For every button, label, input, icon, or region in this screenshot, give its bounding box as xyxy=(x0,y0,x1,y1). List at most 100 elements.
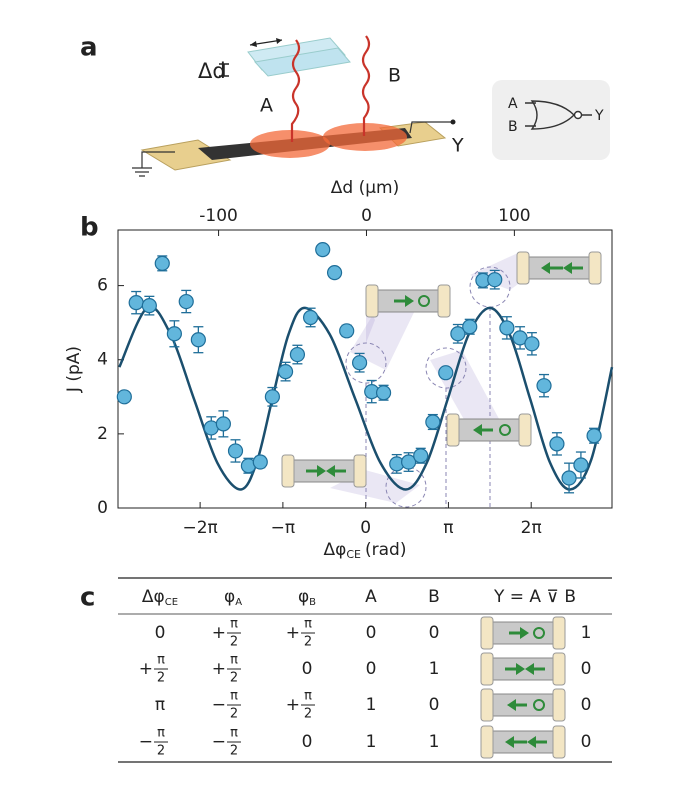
fraction-den: 2 xyxy=(304,635,312,650)
data-point xyxy=(227,443,244,459)
table-cell: 0 xyxy=(366,623,377,643)
fraction-sign: − xyxy=(212,695,226,715)
table-cell: π xyxy=(155,695,165,715)
device-icon xyxy=(446,413,532,447)
arrow-head xyxy=(317,465,326,477)
fraction-den: 2 xyxy=(230,635,238,650)
fraction-num: π xyxy=(230,689,238,704)
x2-tick-label: 0 xyxy=(361,206,372,226)
x-tick-label: π xyxy=(443,518,453,538)
wire xyxy=(409,121,452,134)
arrow-head xyxy=(507,699,516,711)
device-cap xyxy=(281,454,295,488)
gate-label: B xyxy=(508,119,518,135)
fraction-sign: + xyxy=(212,659,226,679)
data-point xyxy=(302,309,319,326)
fraction-sign: + xyxy=(286,695,300,715)
header-main: Δφ xyxy=(142,587,165,607)
fraction-num: π xyxy=(304,689,312,704)
x-tick-label: −π xyxy=(271,518,295,538)
device-cap xyxy=(480,616,494,650)
data-point xyxy=(524,336,540,352)
device-diagram xyxy=(132,35,610,177)
arrow-head xyxy=(527,736,536,748)
fraction-den: 2 xyxy=(230,671,238,686)
table-cell: 0 xyxy=(302,732,313,752)
x-tick-label: 2π xyxy=(521,518,542,538)
data-point xyxy=(166,326,182,342)
fraction-den: 2 xyxy=(230,707,238,722)
device-cap xyxy=(365,284,379,318)
panel-label: b xyxy=(80,213,99,243)
fraction-den: 2 xyxy=(157,671,165,686)
device-icon xyxy=(365,284,451,318)
x-axis-label: ΔφCE (rad) xyxy=(324,540,407,561)
arrow-head xyxy=(405,295,414,307)
beam xyxy=(290,39,301,142)
beam xyxy=(361,35,371,136)
y-axis-label: J (pA) xyxy=(64,346,84,393)
device-icon xyxy=(516,251,602,285)
table-cell: 0 xyxy=(581,659,592,679)
header-sub: B xyxy=(309,597,316,608)
data-point xyxy=(438,365,454,381)
column-header: Y = A ⊽ B xyxy=(493,587,576,607)
nor-bubble xyxy=(573,110,583,120)
fraction-num: π xyxy=(230,726,238,741)
data-point xyxy=(215,416,231,432)
header-main: φ xyxy=(224,587,235,607)
x-tick-label: −2π xyxy=(182,518,217,538)
fraction-num: π xyxy=(157,726,165,741)
data-point xyxy=(401,454,417,470)
header-sub: CE xyxy=(165,597,178,608)
label: B xyxy=(388,65,401,87)
data-point xyxy=(339,323,355,339)
device-icon xyxy=(281,454,367,488)
x2-axis-label: Δd (µm) xyxy=(331,178,399,198)
column-header: ΔφCE xyxy=(142,587,178,608)
column-header: B xyxy=(428,587,440,607)
column-header: A xyxy=(365,587,377,607)
header-sub: A xyxy=(235,597,242,608)
fraction-sign: + xyxy=(139,659,153,679)
laser-spot xyxy=(323,123,407,151)
device-cap xyxy=(480,688,494,722)
data-point xyxy=(549,436,565,452)
table-cell: 0 xyxy=(581,695,592,715)
device-icon xyxy=(480,652,566,686)
label: Y xyxy=(451,135,464,157)
table-cell: 0 xyxy=(581,732,592,752)
table-cell: 0 xyxy=(302,659,313,679)
fraction-den: 2 xyxy=(157,744,165,759)
device-icon xyxy=(480,725,566,759)
data-point xyxy=(561,470,577,486)
data-point xyxy=(512,330,528,346)
gate-label: A xyxy=(508,96,518,112)
arrow-head xyxy=(276,38,282,44)
table-cell: 0 xyxy=(429,623,440,643)
device-icon xyxy=(480,688,566,722)
arrow-head xyxy=(326,465,335,477)
device-cap xyxy=(552,616,566,650)
device-cap xyxy=(437,284,451,318)
x-tick-label: 0 xyxy=(360,518,371,538)
data-point xyxy=(277,363,294,380)
panel-label: c xyxy=(80,583,95,613)
y-tick-label: 0 xyxy=(97,498,108,518)
table-cell: 1 xyxy=(429,732,440,752)
fraction-num: π xyxy=(230,617,238,632)
gate-label: Y xyxy=(594,108,604,124)
panel-label: a xyxy=(80,33,98,63)
data-point xyxy=(351,355,368,371)
label-sub: CE xyxy=(346,548,361,561)
dot xyxy=(533,699,545,711)
data-point xyxy=(315,242,331,258)
data-point xyxy=(499,320,515,336)
label-unit: (rad) xyxy=(365,540,406,560)
ground xyxy=(132,151,175,177)
x2-tick-label: -100 xyxy=(199,206,238,226)
device-icon xyxy=(480,616,566,650)
fit-line xyxy=(118,305,614,491)
device-cap xyxy=(446,413,460,447)
device-cap xyxy=(516,251,530,285)
